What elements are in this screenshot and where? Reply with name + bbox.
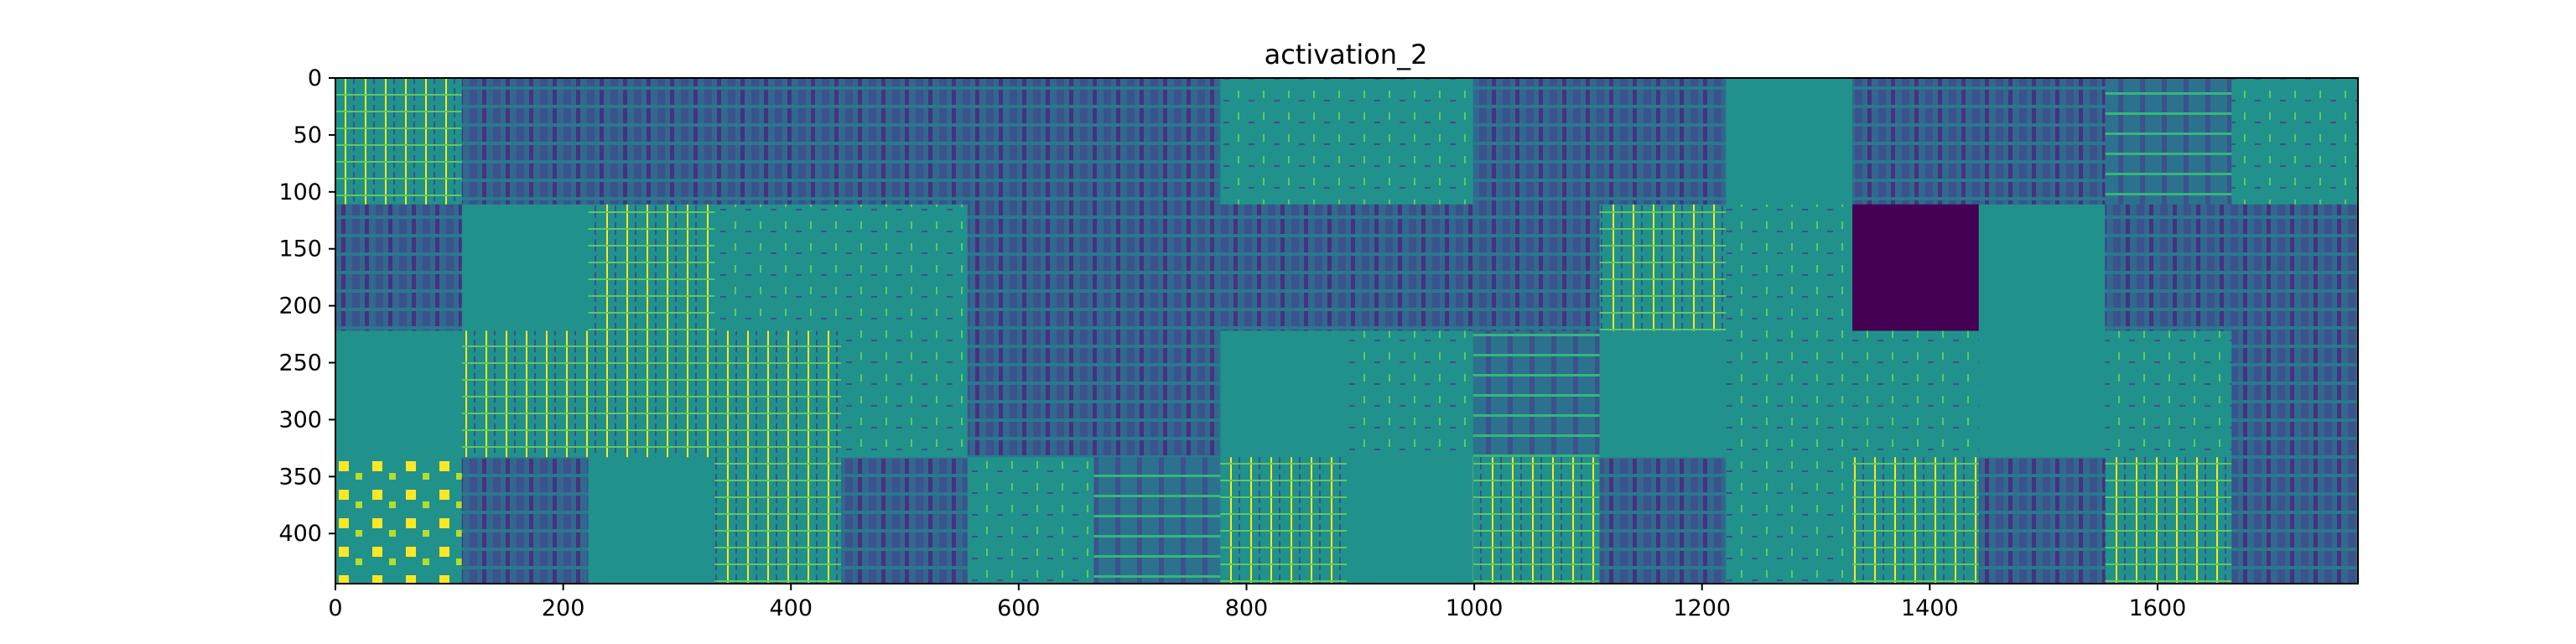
activation-tile — [588, 204, 715, 331]
activation-tile — [2231, 457, 2359, 584]
activation-tile — [1347, 204, 1474, 331]
activation-tile — [461, 330, 589, 458]
x-tick-label: 1200 — [1673, 595, 1731, 621]
activation-tile — [335, 204, 463, 331]
activation-tile — [841, 204, 969, 331]
activation-tile — [2231, 78, 2359, 205]
activation-tile — [1472, 204, 1600, 331]
x-tick-label: 0 — [328, 595, 342, 621]
activation-tile — [841, 330, 969, 458]
x-tick-label: 1400 — [1901, 595, 1959, 621]
activation-tile — [1472, 457, 1600, 584]
activation-tile — [1852, 78, 1980, 205]
activation-tile — [841, 78, 969, 205]
activation-tile — [1347, 330, 1474, 458]
activation-tile — [1852, 457, 1980, 584]
activation-tile — [967, 78, 1094, 205]
x-axis: 0 200 400 600 800 1000 1200 1400 1600 — [328, 584, 2186, 621]
activation-tile — [1726, 330, 1853, 458]
activation-tile — [967, 330, 1094, 458]
activation-tile — [714, 204, 842, 331]
x-tick-label: 800 — [1225, 595, 1269, 621]
activation-tile — [1599, 204, 1727, 331]
activation-tile — [1599, 78, 1727, 205]
activation-tile — [1093, 78, 1221, 205]
y-tick-label: 400 — [278, 521, 322, 547]
activation-tile — [588, 78, 715, 205]
activation-tile — [1093, 457, 1221, 584]
activation-tile — [2105, 204, 2232, 331]
activation-tile — [1978, 204, 2106, 331]
activation-tile — [588, 457, 715, 584]
activation-tile — [1220, 457, 1348, 584]
activation-tile — [1220, 78, 1348, 205]
activation-tile — [1220, 204, 1348, 331]
plot-frame — [335, 77, 2359, 584]
activation-tile — [1852, 330, 1980, 458]
y-tick-label: 100 — [278, 179, 322, 205]
activation-tile — [1472, 78, 1600, 205]
activation-tile — [1978, 330, 2106, 458]
activation-tile — [461, 204, 589, 331]
activation-tile — [2231, 330, 2359, 458]
activation-tile — [461, 457, 589, 584]
activation-tile — [967, 457, 1094, 584]
y-tick-label: 350 — [278, 464, 322, 490]
activation-tile — [2105, 330, 2232, 458]
activation-tile — [967, 204, 1094, 331]
activation-tile — [841, 457, 969, 584]
x-tick-label: 200 — [542, 595, 585, 621]
y-tick-label: 250 — [278, 351, 322, 377]
y-tick-label: 150 — [278, 236, 322, 262]
activation-tile — [1852, 204, 1980, 331]
activation-tile — [1347, 457, 1474, 584]
activation-tile — [714, 78, 842, 205]
activation-tile — [1726, 204, 1853, 331]
activation-tile — [1472, 330, 1600, 458]
y-tick-label: 50 — [293, 122, 322, 148]
activation-tile — [1978, 457, 2106, 584]
activation-tile — [1599, 330, 1727, 458]
activation-tile — [1093, 330, 1221, 458]
y-axis: 0 50 100 150 200 250 300 350 400 — [278, 65, 335, 547]
chart-title: activation_2 — [1265, 39, 1428, 70]
activation-tile — [335, 330, 463, 458]
activation-tile — [1347, 78, 1474, 205]
activation-tile — [1726, 457, 1853, 584]
activation-tile — [2231, 204, 2359, 331]
activation-tile — [1093, 204, 1221, 331]
activation-tile — [335, 457, 463, 584]
activation-tile — [1599, 457, 1727, 584]
activation-tile — [1978, 78, 2106, 205]
activation-tiles — [335, 78, 2359, 584]
x-tick-label: 1600 — [2129, 595, 2187, 621]
activation-tile — [1220, 330, 1348, 458]
activation-tile — [714, 457, 842, 584]
x-tick-label: 400 — [769, 595, 813, 621]
activation-tile — [714, 330, 842, 458]
y-tick-label: 200 — [278, 293, 322, 319]
activation-tile — [2105, 78, 2232, 205]
y-tick-label: 300 — [278, 407, 322, 433]
activation-tile — [2105, 457, 2232, 584]
activation-tile — [335, 78, 463, 205]
activation-tile — [1726, 78, 1853, 205]
activation-tile — [461, 78, 589, 205]
y-tick-label: 0 — [308, 65, 322, 91]
x-tick-label: 1000 — [1446, 595, 1504, 621]
x-tick-label: 600 — [997, 595, 1041, 621]
activation-tile — [588, 330, 715, 458]
